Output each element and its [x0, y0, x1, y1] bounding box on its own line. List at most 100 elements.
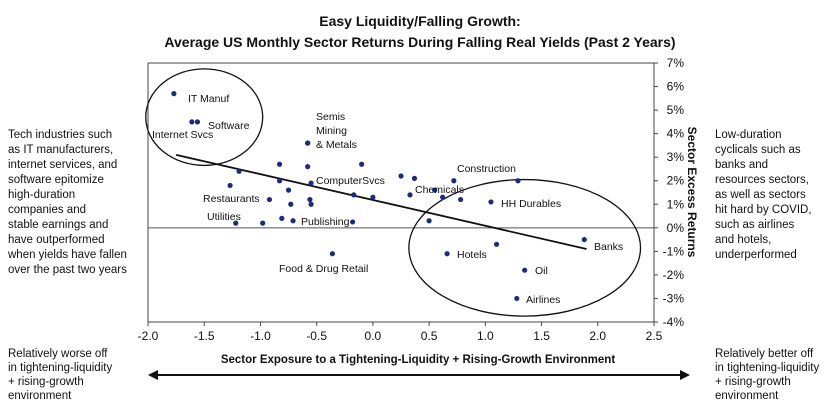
right-annotation: Low-duration cyclicals such as banks and…	[715, 129, 812, 261]
right-annotation-line: and hotels,	[715, 234, 771, 246]
label-software: Software	[208, 120, 250, 132]
data-point	[411, 175, 418, 181]
data-point	[276, 161, 283, 167]
x-tick-label: -1.5	[194, 329, 215, 343]
bottom-left-line: environment	[8, 390, 72, 402]
data-point	[581, 236, 587, 243]
data-point	[440, 194, 446, 200]
data-point	[329, 251, 336, 257]
left-annotation-line: Tech industries such	[8, 129, 112, 141]
left-annotation-line: over the past two years	[8, 264, 127, 276]
y-tick-label: -2%	[663, 268, 685, 282]
bottom-left-line: + rising-growth	[8, 376, 84, 388]
label-it-manuf: IT Manuf	[188, 93, 229, 105]
data-point	[407, 192, 413, 198]
x-tick-label: 1.0	[477, 329, 494, 343]
data-point	[398, 173, 404, 179]
data-point	[351, 192, 357, 198]
right-annotation-line: banks and	[715, 159, 768, 171]
chart-subtitle: Average US Monthly Sector Returns During…	[164, 34, 675, 50]
left-annotation-line: stable earnings and	[8, 219, 108, 231]
data-point	[290, 218, 296, 224]
data-point	[227, 182, 233, 189]
data-point	[359, 161, 365, 167]
label-hh-durables: HH Durables	[501, 198, 561, 210]
right-annotation-line: hit hard by COVID,	[715, 204, 812, 216]
y-tick-label: 3%	[667, 150, 685, 164]
y-tick-label: -1%	[663, 244, 685, 258]
data-point	[493, 241, 500, 247]
data-point	[266, 196, 273, 203]
x-tick-label: 2.0	[589, 329, 606, 343]
y-tick-label: -3%	[663, 291, 685, 305]
bottom-left-line: in tightening-liquidity	[8, 362, 112, 374]
y-axis-label: Sector Excess Returns	[685, 127, 699, 258]
bottom-left-note: Relatively worse off in tightening-liqui…	[8, 348, 112, 402]
bottom-right-line: in tightening-liquidity	[715, 362, 819, 374]
label-construction: Construction	[457, 163, 516, 175]
data-point	[307, 196, 313, 203]
label-oil: Oil	[535, 265, 548, 277]
data-point	[444, 251, 450, 257]
x-tick-label: -1.0	[250, 329, 271, 343]
label-utilities: Utilities	[207, 211, 241, 223]
y-axis: 7% 6% 5% 4% 3% 2% 1% 0% -1% -2% -3% -4%	[654, 56, 684, 329]
data-point	[350, 219, 356, 225]
data-point	[370, 194, 376, 200]
label-restaurants: Restaurants	[203, 193, 260, 205]
data-point	[285, 187, 292, 193]
trend-line	[175, 153, 587, 250]
label-hotels: Hotels	[457, 249, 487, 261]
data-point	[276, 178, 283, 184]
left-annotation-line: when yields have fallen	[7, 249, 127, 261]
right-annotation-line: Low-duration	[715, 129, 781, 141]
left-annotation-line: companies and	[8, 204, 86, 216]
data-point	[260, 220, 266, 226]
left-annotation-line: high-duration	[8, 189, 75, 201]
y-tick-label: 5%	[667, 103, 685, 117]
bottom-right-line: + rising-growth	[715, 376, 791, 388]
right-annotation-line: resources sectors,	[715, 174, 809, 186]
left-annotation-line: software epitomize	[8, 174, 104, 186]
data-point	[233, 220, 239, 226]
y-tick-label: 0%	[667, 221, 685, 235]
data-point	[288, 201, 294, 207]
left-annotation-line: internet services, and	[8, 159, 117, 171]
label-metals: & Metals	[316, 139, 357, 151]
label-chemicals: Chemicals	[415, 184, 464, 196]
label-publishing: Publishing	[301, 216, 350, 228]
data-point	[515, 178, 521, 184]
label-mining: Mining	[316, 125, 347, 137]
data-point	[451, 178, 457, 184]
y-tick-label: 2%	[667, 174, 685, 188]
label-semis: Semis	[316, 111, 345, 123]
data-point	[189, 119, 195, 125]
right-annotation-line: as well as sectors	[715, 189, 806, 201]
x-tick-label: 0.0	[365, 329, 382, 343]
x-tick-label: 0.5	[421, 329, 438, 343]
data-point	[194, 119, 201, 125]
label-computersvcs: ComputerSvcs	[316, 175, 385, 187]
y-tick-label: 7%	[667, 56, 685, 70]
x-tick-label: -2.0	[138, 329, 159, 343]
right-annotation-line: such as airlines	[715, 219, 795, 231]
data-point	[514, 295, 520, 302]
cyclicals-highlight-circle	[408, 178, 642, 317]
left-annotation: Tech industries such as IT manufacturers…	[7, 129, 127, 276]
chart-title: Easy Liquidity/Falling Growth:	[319, 13, 520, 29]
label-airlines: Airlines	[526, 294, 560, 306]
bottom-right-note: Relatively better off in tightening-liqu…	[715, 348, 819, 402]
data-point	[305, 140, 311, 146]
point-labels: IT Manuf Internet Svcs Software Semis Mi…	[152, 93, 623, 306]
x-axis: -2.0 -1.5 -1.0 -0.5 0.0 0.5 1.0 1.5 2.0 2.5	[138, 322, 663, 343]
x-tick-label: 1.5	[533, 329, 550, 343]
bottom-right-line: environment	[715, 390, 779, 402]
bottom-left-line: Relatively worse off	[8, 348, 108, 360]
plot-area	[147, 62, 655, 323]
data-point	[308, 180, 314, 186]
data-point	[488, 199, 494, 205]
right-annotation-line: cyclicals such as	[715, 144, 801, 156]
tech-highlight-circle	[145, 68, 264, 167]
y-tick-label: 1%	[667, 197, 685, 211]
label-food-drug-retail: Food & Drug Retail	[279, 263, 368, 275]
